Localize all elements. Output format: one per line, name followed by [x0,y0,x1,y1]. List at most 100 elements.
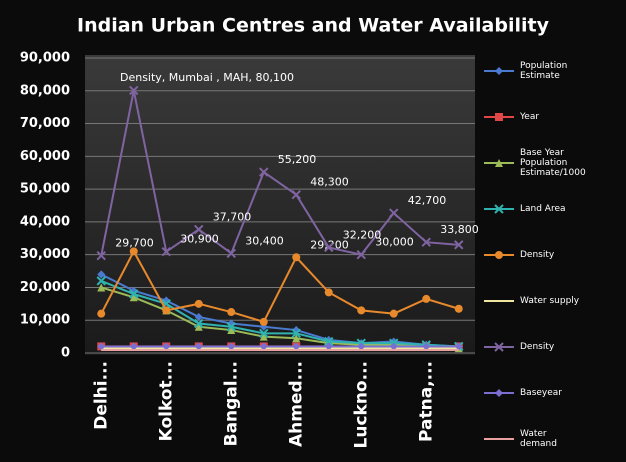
legend-label: Density [520,342,555,352]
data-point [324,288,333,297]
legend-label: Population Estimate [520,61,568,81]
legend-swatch [484,389,514,397]
data-point [129,247,138,256]
data-point [194,318,204,329]
data-point [194,342,203,351]
data-point [259,342,268,351]
y-tick-label: 50,000 [20,182,70,197]
data-point [324,336,334,347]
data-point [227,342,236,351]
data-label: 30,400 [245,234,284,247]
data-point [162,306,171,315]
legend-item: Base Year Population Estimate/1000 [482,140,626,186]
legend-label: Land Area [520,204,566,214]
plot-background [85,55,475,355]
x-tick-label: Patna,... [416,361,436,442]
data-point [292,334,301,343]
legend-label: Year [520,112,540,122]
data-point [356,249,366,260]
data-label: 48,300 [310,176,349,189]
data-point [422,294,431,303]
legend-swatch [484,204,514,214]
data-point [291,328,301,339]
legend-item: Population Estimate [482,48,626,94]
data-point [291,189,301,200]
data-label: 37,700 [213,210,252,223]
data-point [194,299,203,308]
data-label: 32,200 [343,228,382,241]
data-point [194,224,204,235]
data-point [324,342,333,351]
data-label: 30,900 [180,233,219,246]
data-label: 29,700 [115,237,154,250]
data-point [97,283,106,292]
data-point [129,342,138,351]
data-point [194,322,203,331]
legend-swatch [484,67,514,75]
legend-swatch [484,342,514,352]
legend-label: Baseyear [520,388,562,398]
legend-item: Land Area [482,186,626,232]
legend-marker [495,113,503,121]
x-tick-label: Ahmed... [286,361,306,447]
data-point [162,342,171,351]
data-point [97,270,106,279]
data-label: 55,200 [278,153,317,166]
data-point [454,342,463,351]
x-tick-label: Luckno... [351,361,371,448]
series-line [100,286,459,350]
series-line [100,249,460,324]
y-tick-label: 30,000 [20,247,70,262]
y-tick-label: 20,000 [20,280,70,295]
chart: Indian Urban Centres and Water Availabil… [20,15,586,450]
y-tick-label: 80,000 [20,83,70,98]
data-point [97,309,106,318]
data-label: 30,000 [375,236,414,249]
data-point [454,304,463,313]
legend-marker [494,204,504,214]
legend-item: Baseyear [482,370,626,416]
legend-label: Density [520,250,555,260]
data-point [292,342,301,351]
data-point [389,342,398,351]
data-point [454,240,464,250]
data-point [226,248,236,259]
data-point [259,317,268,326]
legend-swatch [484,438,514,440]
data-point [96,250,106,261]
data-point [194,312,203,321]
legend: Population Estimate Year Base Year Populat… [482,48,626,462]
legend-item: Density [482,324,626,370]
data-label: 42,700 [408,194,447,207]
data-point [129,289,139,299]
legend-marker [495,159,503,167]
y-tick-label: 90,000 [20,51,70,66]
data-label: 29,200 [310,238,349,251]
data-point [389,208,399,218]
legend-label: Base Year Population Estimate/1000 [520,148,586,178]
data-point [421,237,431,247]
data-point [129,293,138,302]
legend-marker [495,67,503,75]
chart-title: Indian Urban Centres and Water Availabil… [77,15,550,37]
y-tick-label: 60,000 [20,149,70,164]
x-tick-label: Delhi... [91,361,111,430]
legend-swatch [484,113,514,121]
data-point [422,342,431,351]
legend-item: Water supply [482,278,626,324]
legend-marker [494,342,504,352]
data-point [389,309,398,318]
x-tick-label: Bangal... [221,361,241,446]
y-tick-label: 70,000 [20,116,70,131]
legend-item: Year [482,94,626,140]
data-point [227,326,236,335]
data-point [161,247,171,257]
legend-label: Water demand [520,429,557,449]
data-point [259,167,269,177]
legend-swatch [484,300,514,302]
legend-swatch [484,251,514,259]
y-tick-label: 10,000 [20,313,70,328]
legend-marker [495,251,503,259]
legend-item: Water demand [482,416,626,462]
data-point [259,328,269,339]
